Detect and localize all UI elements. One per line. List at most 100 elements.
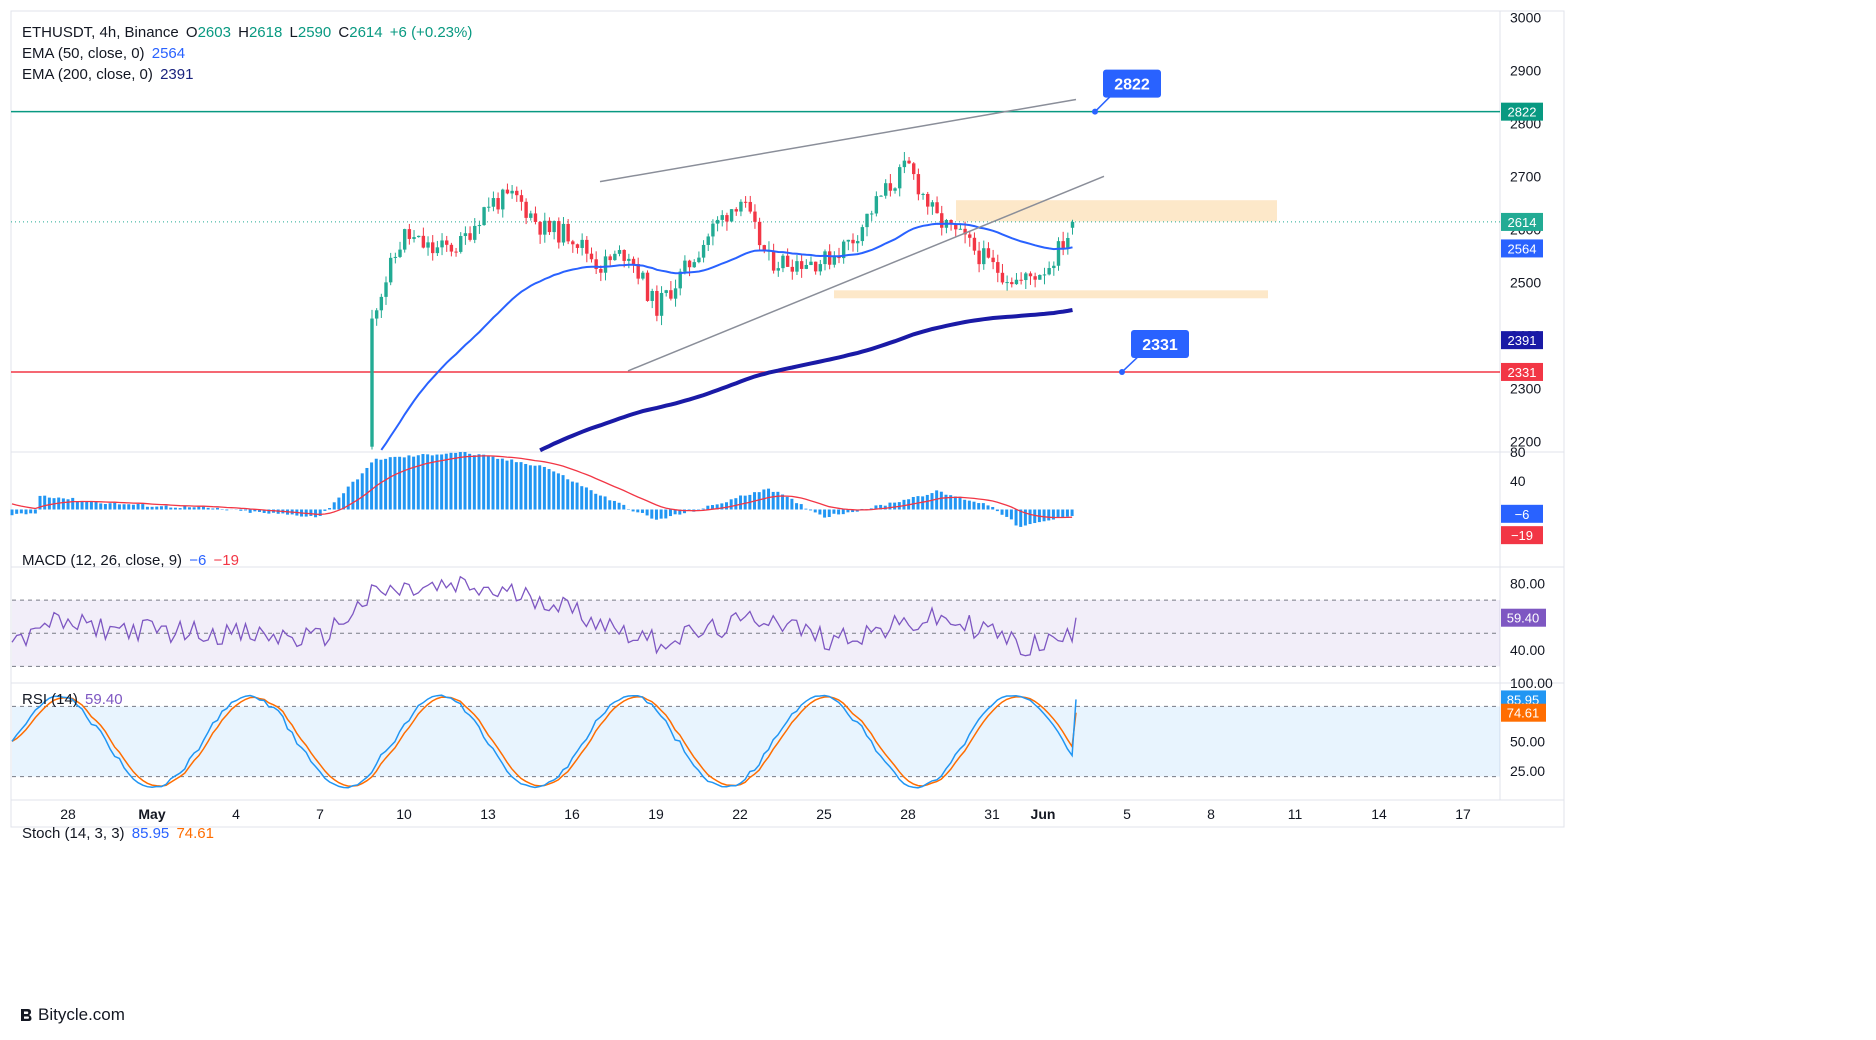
macd-histogram-bar	[473, 455, 476, 509]
candle-body	[828, 251, 831, 264]
price-tick-label: 2300	[1510, 380, 1541, 396]
macd-histogram-bar	[113, 503, 116, 510]
trend-line	[628, 176, 1104, 371]
candle-body	[557, 221, 560, 242]
candle-body	[996, 262, 999, 273]
candle-body	[622, 250, 625, 261]
candle-body	[478, 225, 481, 226]
candle-body	[1047, 268, 1050, 274]
supply-demand-zone	[834, 290, 1268, 298]
candle-body	[977, 251, 980, 264]
macd-tick-label: 80	[1510, 444, 1526, 460]
macd-tick-label: 40	[1510, 473, 1526, 489]
macd-histogram-bar	[478, 454, 481, 509]
macd-histogram-bar	[146, 507, 149, 510]
macd-histogram-bar	[431, 455, 434, 509]
macd-histogram-bar	[767, 489, 770, 510]
macd-histogram-bar	[776, 492, 779, 510]
macd-histogram-bar	[43, 496, 46, 510]
time-tick-label: May	[138, 806, 165, 822]
macd-histogram-bar	[842, 510, 845, 515]
ema200-label: EMA (200, close, 0)	[22, 66, 153, 83]
macd-histogram-bar	[1057, 510, 1060, 518]
macd-histogram-bar	[650, 510, 653, 519]
macd-histogram-bar	[902, 500, 905, 510]
macd-histogram-bar	[520, 462, 523, 509]
candle-body	[1033, 276, 1036, 279]
candle-body	[417, 236, 420, 237]
macd-histogram-bar	[333, 502, 336, 509]
macd-histogram-bar	[421, 454, 424, 509]
macd-histogram-bar	[99, 503, 102, 509]
macd-histogram-bar	[25, 510, 28, 515]
macd-histogram-bar	[225, 510, 228, 511]
macd-histogram-bar	[739, 495, 742, 509]
macd-histogram-bar	[996, 510, 999, 512]
candle-body	[683, 261, 686, 272]
low-label: L	[290, 24, 298, 41]
candle-body	[394, 257, 397, 258]
macd-histogram-bar	[67, 499, 70, 509]
price-tick-label: 2700	[1510, 168, 1541, 184]
macd-histogram-bar	[618, 503, 621, 510]
macd-histogram-bar	[482, 455, 485, 510]
macd-histogram-bar	[34, 510, 37, 514]
supply-demand-zone	[956, 200, 1277, 221]
candle-body	[571, 241, 574, 244]
candle-body	[781, 256, 784, 268]
candle-body	[865, 214, 868, 227]
open-label: O	[186, 24, 198, 41]
candle-body	[735, 209, 738, 211]
candle-body	[529, 213, 532, 217]
candle-body	[482, 207, 485, 225]
macd-histogram-bar	[599, 496, 602, 510]
candle-body	[1019, 280, 1022, 281]
macd-histogram-bar	[160, 506, 163, 509]
macd-histogram-bar	[734, 498, 737, 509]
candle-body	[856, 241, 859, 243]
candle-body	[777, 268, 780, 270]
macd-histogram-bar	[132, 505, 135, 510]
macd-histogram-bar	[940, 492, 943, 510]
stoch-tick-label: 25.00	[1510, 763, 1545, 779]
candle-body	[660, 293, 663, 316]
time-tick-label: 28	[900, 806, 916, 822]
candle-body	[711, 224, 714, 237]
macd-histogram-bar	[1061, 510, 1064, 518]
open-value: 2603	[198, 24, 231, 41]
candle-body	[375, 310, 378, 318]
candle-body	[436, 247, 439, 253]
candle-body	[870, 213, 873, 214]
macd-label: MACD (12, 26, close, 9)	[22, 552, 182, 569]
price-tick-label: 3000	[1510, 9, 1541, 25]
candle-body	[464, 233, 467, 236]
candle-body	[646, 273, 649, 301]
macd-histogram-bar	[566, 479, 569, 509]
candle-body	[749, 202, 752, 212]
macd-histogram-bar	[1047, 510, 1050, 521]
macd-histogram-bar	[323, 510, 326, 511]
rsi-legend: RSI (14) 59.40	[22, 691, 126, 708]
candle-body	[931, 202, 934, 206]
macd-histogram-bar	[804, 509, 807, 510]
candle-body	[1024, 273, 1027, 280]
candle-body	[389, 258, 392, 283]
candle-body	[627, 259, 630, 261]
candle-body	[800, 261, 803, 269]
macd-histogram-bar	[445, 454, 448, 510]
stoch-tick-label: 100.00	[1510, 675, 1553, 691]
price-axis-label-text: 2614	[1508, 215, 1537, 230]
candle-body	[805, 265, 808, 269]
candle-body	[674, 288, 677, 298]
macd-histogram-bar	[463, 452, 466, 510]
time-tick-label: 11	[1288, 806, 1303, 822]
candle-body	[809, 262, 812, 265]
candle-body	[1038, 275, 1041, 280]
stoch-label: Stoch (14, 3, 3)	[22, 825, 125, 842]
candle-body	[426, 242, 429, 247]
macd-histogram-bar	[109, 503, 112, 509]
macd-histogram-bar	[590, 490, 593, 509]
macd-histogram-bar	[832, 510, 835, 514]
